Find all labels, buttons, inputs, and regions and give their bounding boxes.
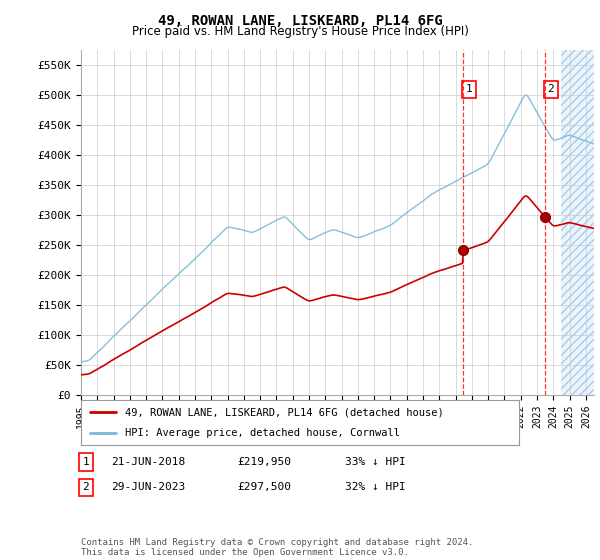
Bar bbox=[562, 50, 594, 395]
Bar bbox=[562, 50, 594, 395]
Text: £219,950: £219,950 bbox=[237, 457, 291, 467]
Text: Contains HM Land Registry data © Crown copyright and database right 2024.
This d: Contains HM Land Registry data © Crown c… bbox=[81, 538, 473, 557]
Text: £297,500: £297,500 bbox=[237, 482, 291, 492]
Text: 29-JUN-2023: 29-JUN-2023 bbox=[111, 482, 185, 492]
Text: 2: 2 bbox=[547, 85, 554, 94]
Text: 1: 1 bbox=[466, 85, 472, 94]
Text: 49, ROWAN LANE, LISKEARD, PL14 6FG (detached house): 49, ROWAN LANE, LISKEARD, PL14 6FG (deta… bbox=[125, 408, 443, 418]
Text: 49, ROWAN LANE, LISKEARD, PL14 6FG: 49, ROWAN LANE, LISKEARD, PL14 6FG bbox=[158, 14, 442, 28]
Text: 21-JUN-2018: 21-JUN-2018 bbox=[111, 457, 185, 467]
Text: 33% ↓ HPI: 33% ↓ HPI bbox=[345, 457, 406, 467]
Text: HPI: Average price, detached house, Cornwall: HPI: Average price, detached house, Corn… bbox=[125, 428, 400, 438]
Text: 1: 1 bbox=[82, 457, 89, 467]
Text: 32% ↓ HPI: 32% ↓ HPI bbox=[345, 482, 406, 492]
Text: Price paid vs. HM Land Registry's House Price Index (HPI): Price paid vs. HM Land Registry's House … bbox=[131, 25, 469, 38]
Text: 2: 2 bbox=[82, 482, 89, 492]
